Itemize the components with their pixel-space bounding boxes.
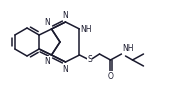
Text: N: N — [63, 65, 68, 74]
Text: NH: NH — [81, 24, 92, 33]
Text: N: N — [45, 57, 51, 66]
Text: N: N — [63, 11, 68, 19]
Text: N: N — [45, 18, 51, 27]
Text: S: S — [87, 56, 92, 65]
Text: NH: NH — [122, 44, 134, 53]
Text: O: O — [108, 72, 113, 81]
